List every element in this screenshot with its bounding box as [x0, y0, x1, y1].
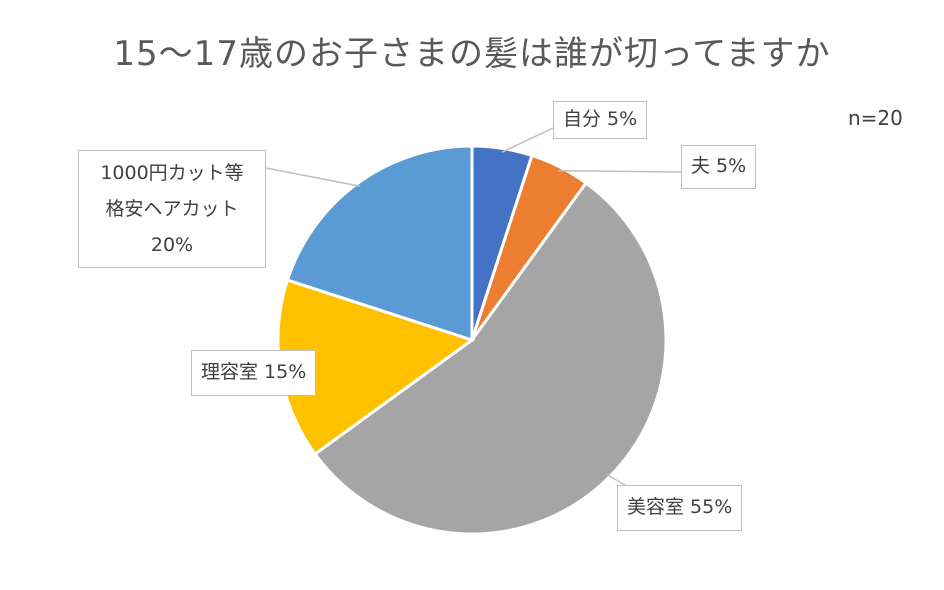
label-beauty-salon: 美容室 55%	[617, 485, 743, 531]
leader-budget-cut	[265, 167, 361, 188]
leader-lines	[265, 127, 682, 486]
label-budget-cut-line2: 格安ヘアカット	[105, 198, 239, 220]
label-budget-cut-line1: 1000円カット等	[100, 162, 244, 184]
label-self: 自分 5%	[553, 101, 648, 139]
sample-size-note: n=20	[848, 106, 903, 130]
label-beauty-salon-name: 美容室	[627, 496, 685, 518]
label-husband-name: 夫	[691, 155, 711, 177]
pie-slices	[276, 144, 668, 536]
label-barber-pct: 15%	[264, 361, 307, 383]
label-self-name: 自分	[563, 108, 602, 130]
slice-beauty-salon	[312, 180, 668, 536]
label-budget-cut-pct: 20%	[150, 234, 194, 256]
label-beauty-salon-pct: 55%	[690, 496, 733, 518]
chart-title: 15～17歳のお子さまの髪は誰が切ってますか	[113, 34, 831, 74]
leader-self	[501, 127, 554, 154]
label-self-pct: 5%	[607, 108, 638, 130]
leader-husband	[558, 169, 682, 173]
label-budget-cut: 1000円カット等 格安ヘアカット 20%	[78, 150, 266, 268]
slice-budget-cut	[285, 144, 474, 343]
label-barber-name: 理容室	[201, 361, 259, 383]
label-barber: 理容室 15%	[191, 350, 317, 396]
label-husband: 夫 5%	[681, 145, 757, 189]
leader-beauty-salon	[605, 473, 626, 486]
label-husband-pct: 5%	[716, 155, 747, 177]
